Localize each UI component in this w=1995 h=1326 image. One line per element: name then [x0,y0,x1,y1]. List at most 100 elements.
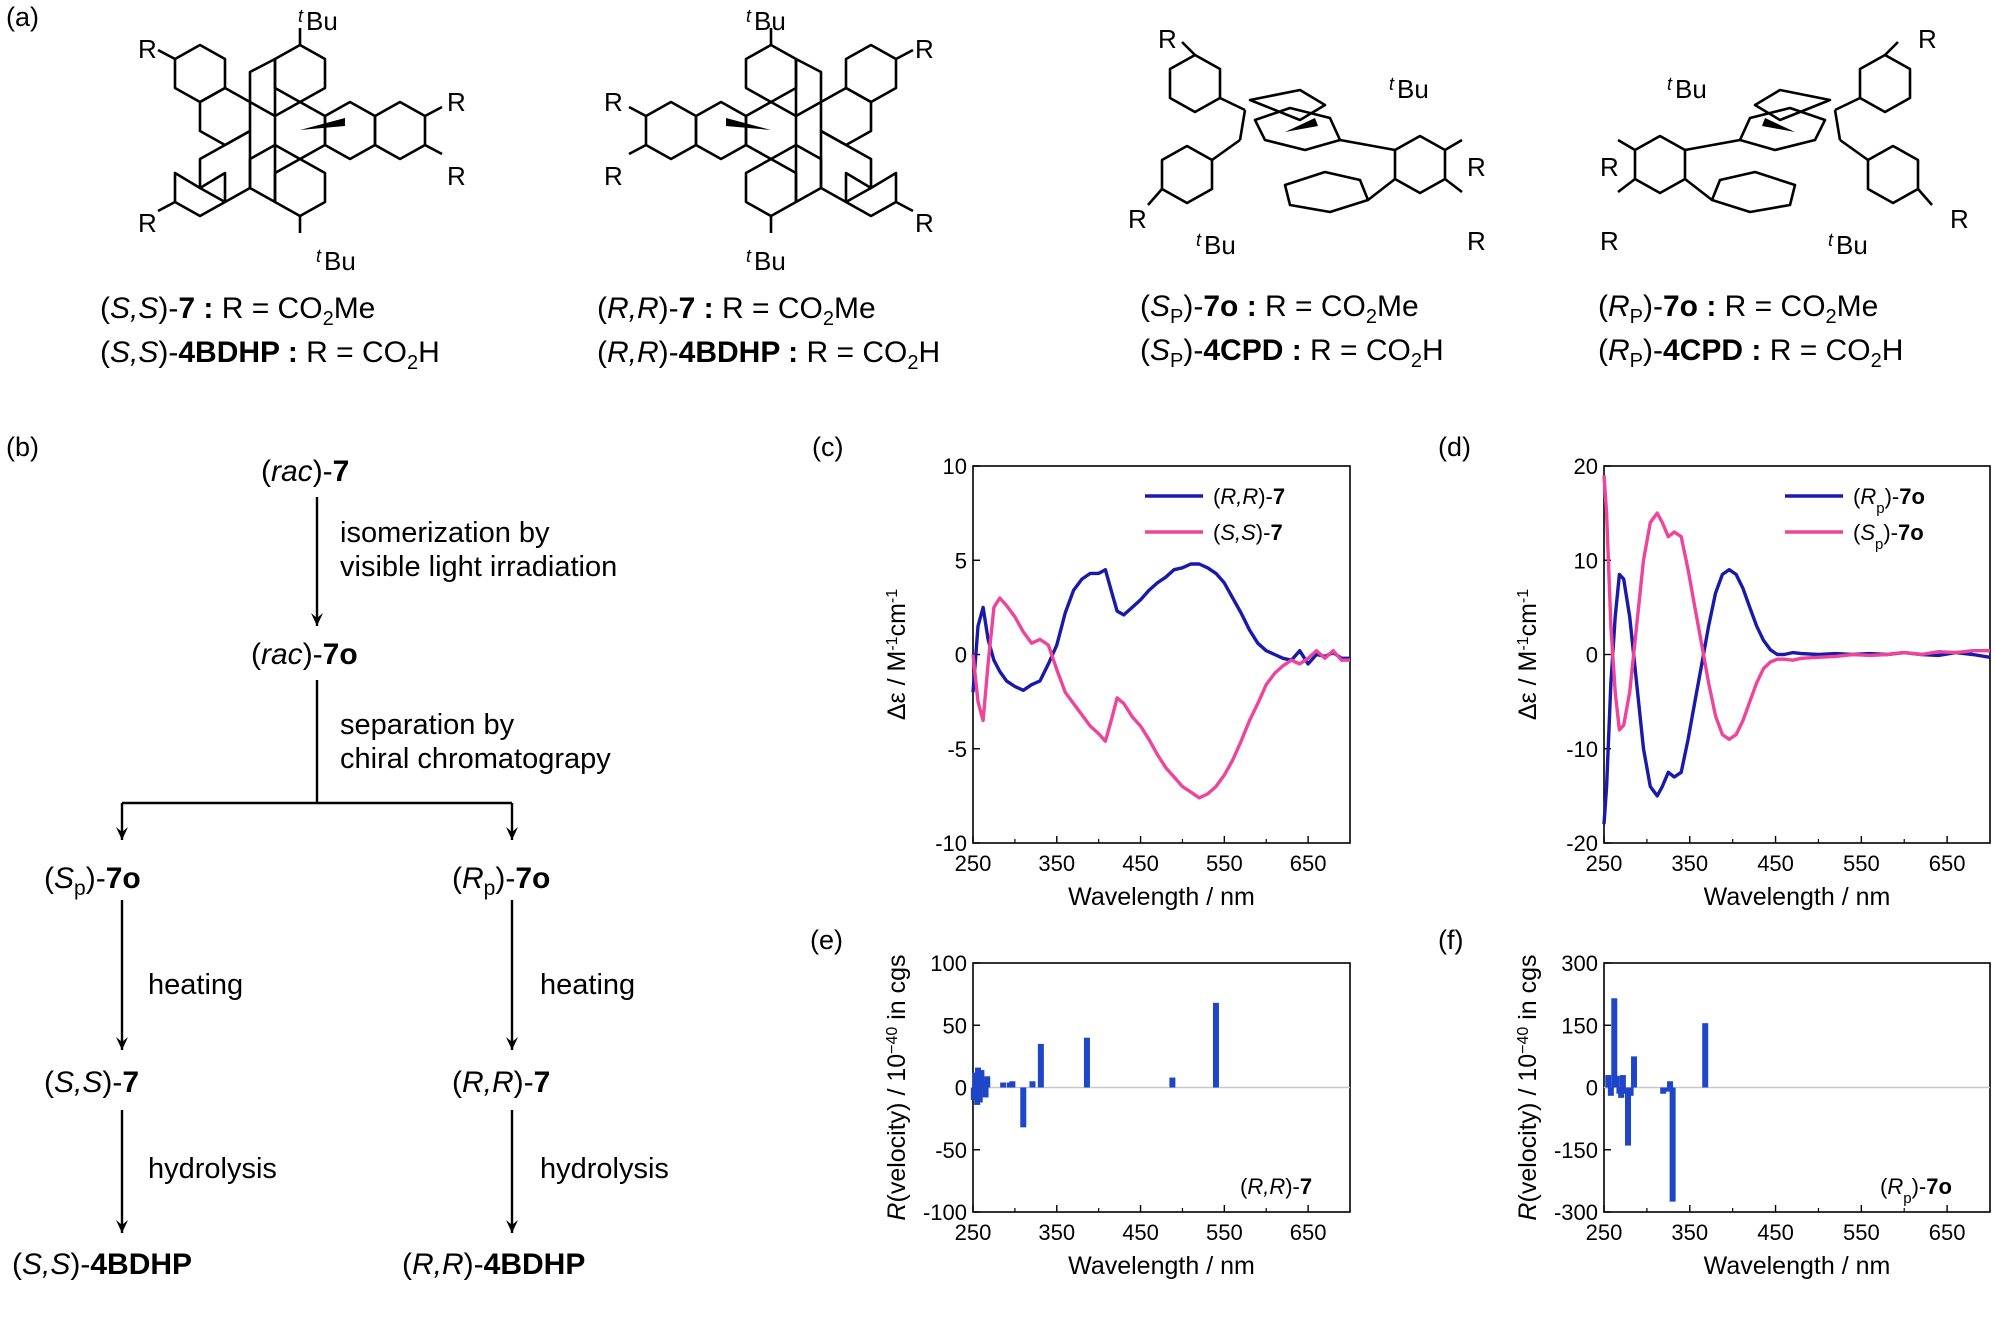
caption-line: (S,S)-7 : R = CO2Me [100,292,376,330]
bar-12 [1009,1081,1016,1088]
tbu-label: Bu [306,6,338,36]
tbu-label: Bu [754,6,786,36]
x-axis-label: Wavelength / nm [1068,883,1255,911]
bar-9 [1625,1087,1632,1146]
r-label: R [1600,226,1619,256]
bar-10 [1627,1087,1634,1096]
caption-line: (R,R)-4BDHP : R = CO2H [597,336,941,374]
y-tick-label: 300 [1561,951,1598,976]
scheme-right-end: (R,R)-4BDHP [402,1248,586,1281]
y-axis-label: Δε / M-1cm-1 [883,589,911,720]
cd-spectrum-chart-7: 250 350 450 550 650 10 5 0 -5 -10 Wavelength / nm Δ… [883,454,1351,911]
bar-13 [1020,1087,1027,1128]
bar-6 [978,1070,985,1088]
y-axis-label: R(velocity) / 10−40 in cgs [883,954,911,1220]
caption-line: (RP)-7o : R = CO2Me [1598,290,1879,328]
r-label: R [1950,204,1969,234]
bar-4 [1613,1075,1620,1088]
r-label: R [447,87,466,117]
caption-line: (R,R)-7 : R = CO2Me [597,292,876,330]
caption-a-4: (RP)-7o : R = CO2Me (RP)-4CPD : R = CO2H [1598,290,1903,378]
x-tick-label: 250 [1586,851,1623,876]
bar-17 [1169,1077,1176,1088]
structure-3 [1147,41,1463,214]
y-tick-label: -100 [923,1200,967,1225]
bar-1 [1605,1075,1612,1088]
y-tick-label: 0 [1586,1076,1598,1101]
bar-14 [1029,1081,1036,1088]
step1-label: isomerization by visible light irradiatio… [340,517,618,583]
bar-7 [980,1081,987,1088]
bar-9 [984,1076,991,1088]
rotatory-strength-chart-7: 250 350 450 550 650 100 50 0 -50 -100 Wavelength /… [883,951,1351,1280]
x-tick-label: 250 [955,851,992,876]
r-label: R [604,87,623,117]
r-label: R [1918,24,1937,54]
tbu-label: Bu [324,246,356,276]
y-tick-label: -5 [947,737,967,762]
x-tick-label: 350 [1671,1220,1708,1245]
scheme-b-arrows [116,497,518,1233]
y-tick-label: 10 [1574,548,1598,573]
wedge-bond [300,118,345,130]
legend-label-1: (R,R)-7 [1213,484,1285,509]
bar-15 [1037,1043,1044,1088]
y-tick-label: -150 [1554,1138,1598,1163]
tbu-sup: t [1389,74,1395,94]
series-line-2 [971,596,1350,800]
panel-label-c: (c) [812,432,844,462]
bar-1 [970,1087,977,1100]
bar-18 [1212,1002,1219,1088]
x-axis-label: Wavelength / nm [1704,883,1891,911]
caption-line: (RP)-4CPD : R = CO2H [1598,334,1904,372]
bar-2 [1607,1087,1614,1096]
legend-label-2: (Sp)-7o [1853,520,1924,553]
tbu-sup: t [298,6,304,26]
rotatory-strength-chart-7o: 250 350 450 550 650 300 150 0 -150 -300 Wavelength… [1514,951,1991,1280]
panel-label-a: (a) [6,2,39,32]
tbu-label: Bu [1204,230,1236,260]
hydrolysis-label-left: hydrolysis [148,1153,277,1185]
bar-3 [1611,998,1618,1088]
bar-12 [1660,1087,1667,1094]
series-line-1 [971,562,1350,693]
tbu-sup: t [1196,230,1202,250]
bar-15 [1669,1087,1676,1202]
r-label: R [1600,152,1619,182]
plot-frame [972,465,1351,844]
y-tick-label: 5 [955,548,967,573]
panel-label-b: (b) [6,432,39,462]
bar-6 [1618,1087,1625,1098]
bar-10 [1000,1082,1007,1088]
r-label: R [1158,24,1177,54]
bar-4 [975,1067,982,1088]
caption-line: (S,S)-4BDHP : R = CO2H [100,336,440,374]
legend-label-1: (Rp)-7o [1853,484,1925,517]
heating-label-left: heating [148,969,244,1001]
scheme-intermediate: (rac)-7o [251,638,358,671]
scheme-right-mid: (R,R)-7 [452,1066,551,1099]
heating-label-right: heating [540,969,636,1001]
x-tick-label: 450 [1757,851,1794,876]
wedge-bond [1762,118,1795,132]
y-tick-label: -300 [1554,1200,1598,1225]
tbu-label: Bu [1397,74,1429,104]
y-tick-label: 0 [1586,643,1598,668]
x-tick-label: 250 [955,1220,992,1245]
bar-7 [1619,1075,1626,1088]
panel-label-e: (e) [810,925,843,955]
panel-label-d: (d) [1438,432,1471,462]
bar-14 [1667,1081,1674,1088]
scheme-start: (rac)-7 [261,455,350,488]
wedge-bond [1285,118,1318,132]
tbu-sup: t [1667,74,1673,94]
cd-spectrum-chart-7o: 250 350 450 550 650 20 10 0 -10 -20 Wavelength / n… [1514,454,1991,911]
tbu-sup: t [746,6,752,26]
series-line-2 [1602,475,1990,741]
structures-a: R R R R t Bu t Bu R R R R t Bu t Bu R R … [138,6,1969,276]
panel-label-f: (f) [1438,925,1464,955]
bar-16 [1702,1023,1709,1088]
tbu-label: Bu [1836,230,1868,260]
y-tick-label: -10 [935,831,967,856]
